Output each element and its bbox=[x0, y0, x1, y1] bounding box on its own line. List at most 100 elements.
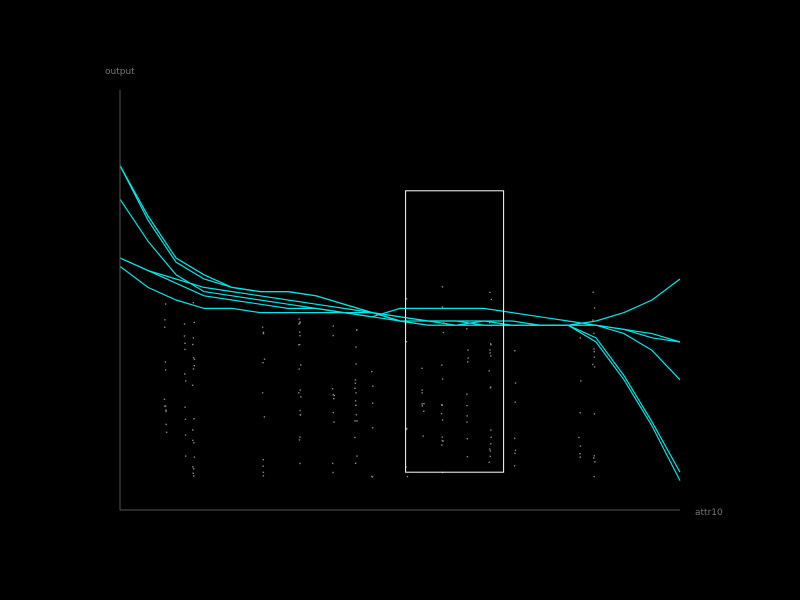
scatter-point bbox=[466, 328, 467, 329]
scatter-point bbox=[262, 466, 263, 467]
scatter-point bbox=[441, 444, 442, 445]
scatter-point bbox=[356, 420, 357, 421]
scatter-point bbox=[355, 405, 356, 406]
scatter-point bbox=[298, 392, 299, 393]
scatter-point bbox=[300, 396, 301, 397]
scatter-point bbox=[193, 337, 194, 338]
scatter-point bbox=[489, 349, 490, 350]
scatter-point bbox=[165, 410, 166, 411]
scatter-point bbox=[372, 427, 373, 428]
scatter-point bbox=[592, 292, 593, 293]
scatter-point bbox=[300, 414, 301, 415]
scatter-point bbox=[194, 359, 195, 360]
selection-box[interactable] bbox=[406, 191, 504, 472]
scatter-point bbox=[333, 335, 334, 336]
scatter-point bbox=[263, 332, 264, 333]
scatter-point bbox=[354, 420, 355, 421]
scatter-point bbox=[441, 365, 442, 366]
scatter-point bbox=[300, 321, 301, 322]
scatter-point bbox=[299, 410, 300, 411]
scatter-point bbox=[165, 369, 166, 370]
scatter-point bbox=[443, 332, 444, 333]
scatter-point bbox=[193, 302, 194, 303]
x-axis-label: attr10 bbox=[695, 508, 723, 518]
series-line-curve-3 bbox=[120, 199, 680, 325]
scatter-point bbox=[333, 421, 334, 422]
scatter-point bbox=[579, 453, 580, 454]
scatter-point bbox=[263, 459, 264, 460]
scatter-point bbox=[184, 323, 185, 324]
scatter-point bbox=[193, 368, 194, 369]
scatter-point bbox=[593, 457, 594, 458]
series-line-curve-5 bbox=[120, 266, 680, 342]
scatter-point bbox=[592, 319, 593, 320]
scatter-point bbox=[356, 414, 357, 415]
scatter-point bbox=[593, 348, 594, 349]
scatter-point bbox=[184, 349, 185, 350]
scatter-point bbox=[193, 418, 194, 419]
scatter-point bbox=[466, 394, 467, 395]
series-line-curve-4 bbox=[120, 258, 680, 380]
scatter-point bbox=[468, 357, 469, 358]
scatter-point bbox=[467, 415, 468, 416]
scatter-point bbox=[332, 388, 333, 389]
scatter-point bbox=[422, 405, 423, 406]
scatter-point bbox=[262, 362, 263, 363]
scatter-point bbox=[592, 364, 593, 365]
y-axis-label: output bbox=[105, 67, 135, 77]
scatter-point bbox=[356, 329, 357, 330]
scatter-point bbox=[580, 337, 581, 338]
scatter-point bbox=[165, 424, 166, 425]
scatter-point bbox=[490, 387, 491, 388]
scatter-point bbox=[299, 463, 300, 464]
scatter-point bbox=[593, 333, 594, 334]
scatter-point bbox=[580, 445, 581, 446]
scatter-point bbox=[164, 319, 165, 320]
scatter-point bbox=[355, 379, 356, 380]
scatter-point bbox=[371, 371, 372, 372]
scatter-point bbox=[514, 453, 515, 454]
scatter-point bbox=[442, 378, 443, 379]
scatter-point bbox=[192, 440, 193, 441]
scatter-point bbox=[332, 463, 333, 464]
scatter-point bbox=[490, 456, 491, 457]
scatter-point bbox=[185, 434, 186, 435]
scatter-point bbox=[355, 363, 356, 364]
scatter-point bbox=[298, 318, 299, 319]
scatter-point bbox=[299, 439, 300, 440]
scatter-point bbox=[490, 343, 491, 344]
scatter-point bbox=[372, 403, 373, 404]
scatter-point bbox=[166, 432, 167, 433]
scatter-point bbox=[422, 389, 423, 390]
scatter-point bbox=[514, 438, 515, 439]
scatter-point bbox=[165, 405, 166, 406]
scatter-point bbox=[490, 443, 491, 444]
scatter-point bbox=[580, 380, 581, 381]
scatter-point bbox=[490, 429, 491, 430]
scatter-point bbox=[164, 327, 165, 328]
scatter-point bbox=[372, 386, 373, 387]
scatter-point bbox=[298, 323, 299, 324]
scatter-point bbox=[489, 370, 490, 371]
scatter-point bbox=[515, 402, 516, 403]
scatter-point bbox=[184, 343, 185, 344]
scatter-point bbox=[491, 437, 492, 438]
scatter-point bbox=[423, 403, 424, 404]
scatter-point bbox=[442, 440, 443, 441]
scatter-point bbox=[192, 429, 193, 430]
scatter-point bbox=[165, 411, 166, 412]
scatter-point bbox=[263, 475, 264, 476]
scatter-point bbox=[299, 368, 300, 369]
scatter-point bbox=[193, 468, 194, 469]
scatter-point bbox=[594, 455, 595, 456]
scatter-point bbox=[185, 419, 186, 420]
scatter-point bbox=[490, 355, 491, 356]
scatter-point bbox=[193, 473, 194, 474]
scatter-point bbox=[423, 411, 424, 412]
scatter-point bbox=[466, 421, 467, 422]
series-line-curve-6 bbox=[120, 258, 680, 342]
scatter-point bbox=[192, 466, 193, 467]
scatter-point bbox=[491, 299, 492, 300]
scatter-point bbox=[490, 450, 491, 451]
scatter-point bbox=[371, 476, 372, 477]
